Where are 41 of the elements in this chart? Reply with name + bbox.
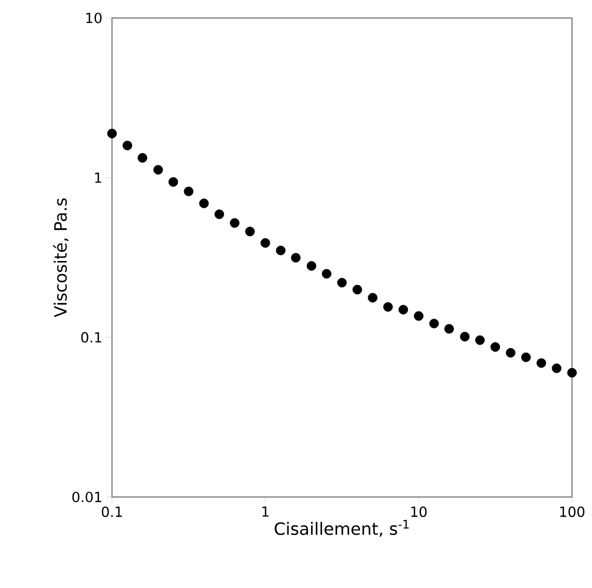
point: [490, 342, 500, 352]
point: [153, 165, 163, 175]
point: [322, 269, 332, 279]
point: [214, 209, 224, 220]
point: [398, 304, 408, 314]
y-tick-label: 0.01: [72, 492, 102, 502]
point: [429, 318, 439, 328]
point: [184, 186, 194, 196]
point: [368, 292, 378, 303]
point: [460, 332, 470, 342]
point: [337, 278, 347, 288]
point: [107, 128, 117, 138]
y-tick-label: 10: [86, 12, 102, 24]
point: [138, 153, 148, 163]
point: [245, 226, 255, 236]
point: [567, 368, 577, 378]
point: [306, 261, 316, 271]
x-tick-label: 0.1: [102, 506, 122, 518]
y-axis-title: Viscosité, Pa.s: [53, 198, 69, 318]
point: [552, 363, 562, 374]
point: [506, 348, 516, 358]
x-tick-label: 100: [560, 506, 584, 518]
x-axis-title: Cisaillement, s$^{-1}$: [274, 520, 409, 537]
x-tick-label: 10: [411, 506, 427, 518]
point: [521, 352, 531, 362]
point: [199, 198, 209, 208]
point: [383, 302, 393, 312]
point: [260, 238, 270, 248]
point: [291, 252, 301, 263]
x-tick-label: 1: [262, 506, 268, 517]
point: [122, 140, 132, 150]
y-tick-label: 0.1: [81, 332, 102, 343]
point: [475, 335, 485, 345]
point: [352, 284, 362, 294]
y-tick-label: 1: [95, 172, 102, 183]
point: [276, 246, 286, 256]
point: [168, 177, 178, 187]
point: [414, 311, 424, 321]
point: [230, 218, 240, 228]
point: [536, 358, 546, 368]
point: [444, 324, 454, 334]
